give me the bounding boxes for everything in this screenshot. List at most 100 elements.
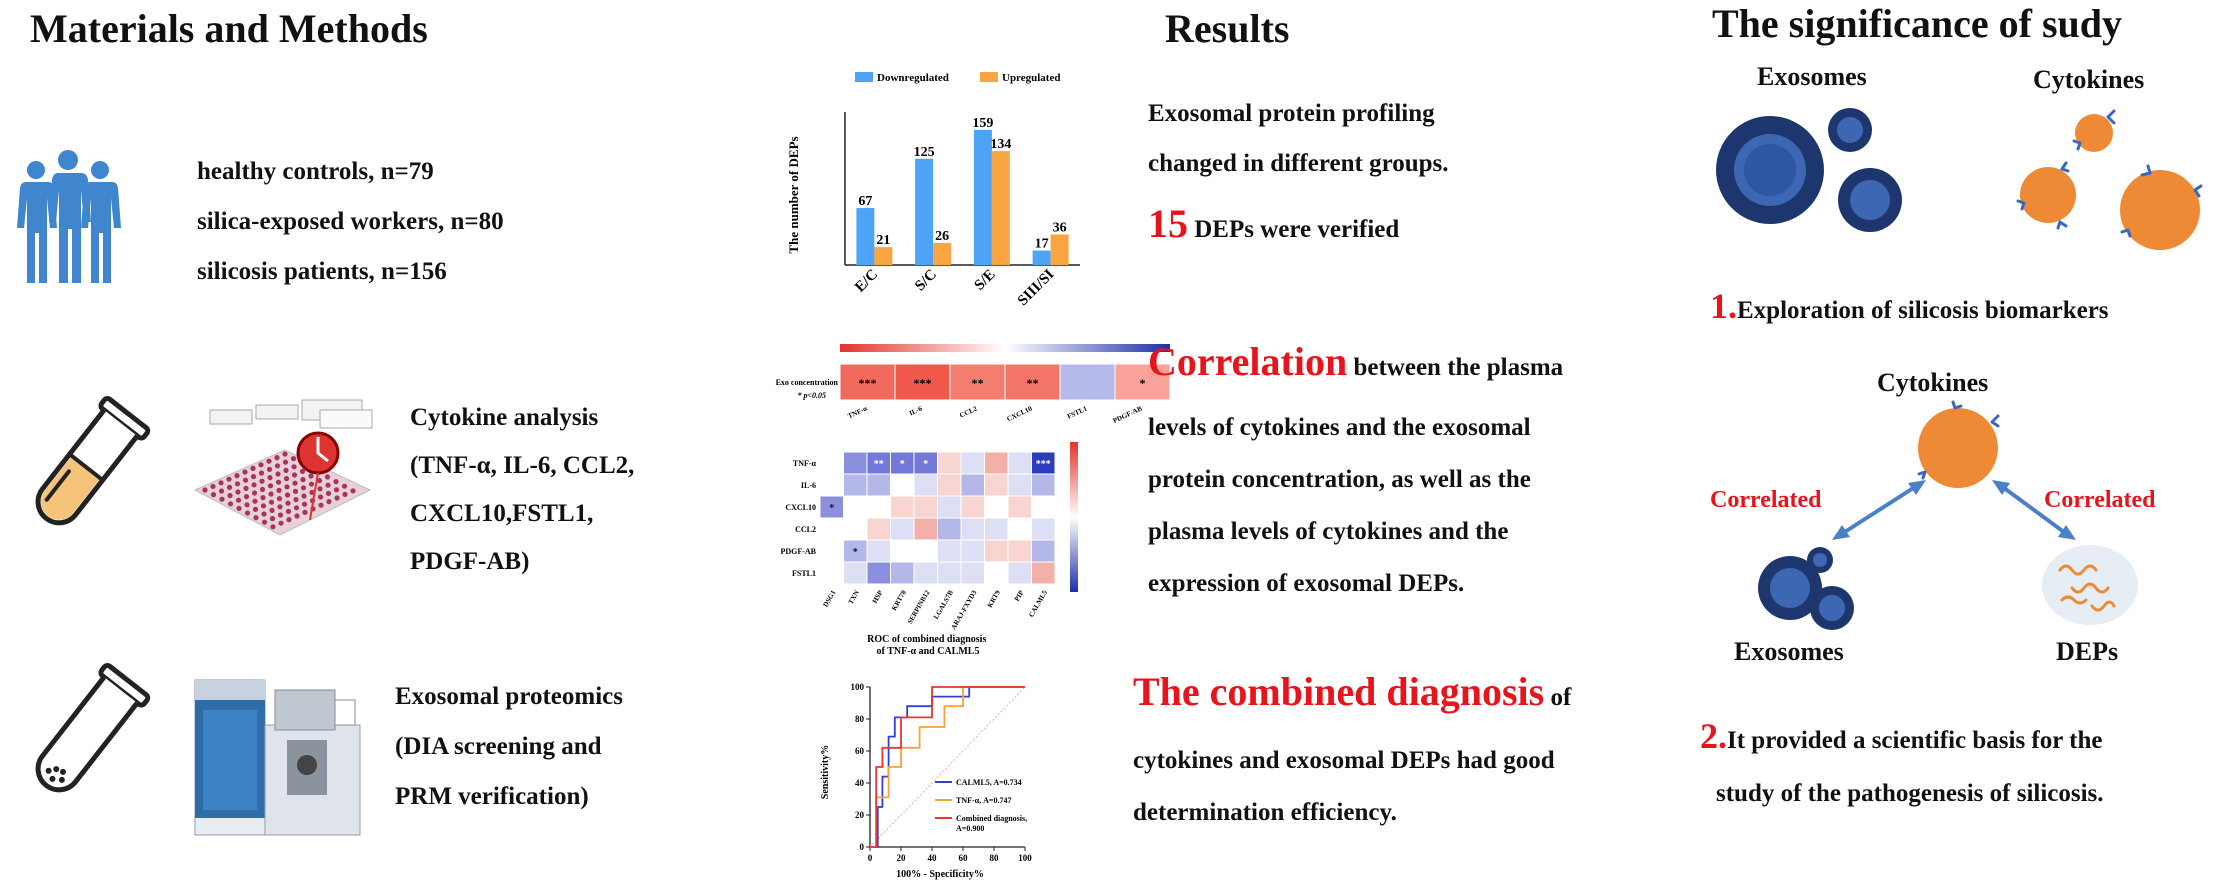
microarray-spot	[260, 503, 267, 509]
heat2-cell	[866, 561, 891, 585]
heat1-cell-0	[839, 363, 896, 401]
heat2-cell	[890, 473, 915, 497]
microarray-spot	[325, 482, 331, 488]
microarray-spot	[290, 456, 297, 462]
microarray-spot	[301, 501, 308, 507]
result1-line3: 15 DEPs were verified	[1148, 200, 1399, 253]
microarray-spot	[234, 481, 241, 487]
heat2-cell	[984, 495, 1009, 519]
people-icon	[17, 150, 121, 283]
roc-xtick-label: 0	[868, 853, 873, 863]
heat2-cell	[960, 561, 985, 585]
result2-line3: protein concentration, as well as the	[1148, 466, 1531, 493]
heat2-col-label: DSG1	[822, 589, 838, 609]
result1-line1: Exosomal protein profiling	[1148, 100, 1435, 127]
microarray-spot	[350, 488, 356, 494]
cohort-exposed: silica-exposed workers, n=80	[197, 208, 504, 235]
legend-swatch-1	[980, 72, 998, 82]
roc-chart: ROC of combined diagnosis of TNF-α and C…	[820, 634, 1032, 880]
microarray-spot	[258, 462, 264, 468]
microarray-spot	[282, 451, 288, 457]
roc-ytick-label: 40	[855, 778, 865, 788]
heat2-cell	[1007, 539, 1032, 563]
result3-line1: The combined diagnosis of	[1133, 668, 1571, 721]
microarray-spot	[285, 500, 291, 506]
heat2-cell	[866, 517, 891, 541]
bar-2-0	[973, 129, 992, 265]
microarray-spot	[284, 492, 291, 498]
microarray-spot	[252, 498, 258, 504]
materials-header: Materials and Methods	[30, 6, 428, 51]
microarray-spot	[269, 507, 275, 513]
heat2-col-label: PIP	[1013, 588, 1026, 602]
bar-3-1	[1050, 234, 1069, 265]
result2-line5: expression of exosomal DEPs.	[1148, 570, 1465, 597]
heat2-star: *	[829, 503, 834, 514]
heat2-cell	[937, 451, 962, 475]
microarray-spot	[268, 491, 274, 497]
microarray-spot	[275, 479, 282, 485]
heat2-cell	[1031, 539, 1056, 563]
heat2-cell	[960, 495, 985, 519]
roc-diagonal	[869, 686, 1026, 848]
heat2-cell	[866, 495, 891, 519]
roc-ytick-label: 20	[855, 810, 865, 820]
roc-xtick-label: 80	[990, 853, 1000, 863]
heat2-row-label: CXCL10	[785, 503, 816, 512]
results-header: Results	[1165, 6, 1290, 51]
microarray-spot	[235, 489, 241, 495]
heat2-col-label: LGALS7B	[932, 589, 955, 621]
microarray-spot	[226, 484, 233, 490]
heat2-cell	[984, 451, 1009, 475]
roc-legend-label-2: Combined diagnosis,	[956, 814, 1027, 823]
correlated-left: Correlated	[1710, 487, 1822, 513]
result3-big: The combined diagnosis	[1133, 669, 1545, 714]
microarray-spot	[308, 473, 314, 479]
microarray-spot	[294, 513, 300, 519]
heat2-cell	[843, 561, 868, 585]
heat2-cell	[913, 561, 938, 585]
heat2-cell	[843, 473, 868, 497]
heat1-cell-1	[894, 363, 951, 401]
heat2-col-label: HSP	[871, 588, 885, 604]
microarray-spot	[261, 519, 268, 525]
roc-ylabel: Sensitivity%	[820, 745, 831, 799]
microarray-spot	[259, 478, 265, 484]
heat2-row-label: IL-6	[801, 481, 816, 490]
heat2-row-label: PDGF-AB	[780, 547, 816, 556]
point1-text: Exploration of silicosis biomarkers	[1737, 297, 2109, 324]
microarray-spot	[235, 497, 242, 503]
cytokine-title: Cytokine analysis	[410, 404, 599, 431]
deps-label: DEPs	[2056, 637, 2119, 666]
microarray-spot	[309, 489, 315, 495]
microarray-spot	[219, 496, 225, 502]
microarray-spot	[301, 493, 307, 499]
result2-line2: levels of cytokines and the exosomal	[1148, 414, 1531, 441]
test-tube-orange-icon	[35, 396, 151, 526]
microarray-spot	[282, 459, 289, 465]
result2-big: Correlation	[1148, 339, 1348, 384]
roc-ytick-label: 0	[860, 842, 865, 852]
roc-xtick-label: 60	[959, 853, 969, 863]
microarray-spot	[243, 494, 250, 500]
heat2-cell	[1031, 473, 1056, 497]
heat2-cell	[984, 561, 1009, 585]
microarray-spot	[333, 487, 340, 493]
heat2-cell	[819, 561, 844, 585]
microarray-spot	[291, 472, 298, 478]
bar-ylabel: The number of DEPs	[786, 136, 801, 253]
heat2-cell	[960, 539, 985, 563]
microarray-spot	[210, 492, 217, 498]
microarray-spot	[227, 501, 234, 507]
microarray-spot	[300, 477, 306, 483]
heat2-cell	[913, 495, 938, 519]
roc-xtick-label: 100	[1018, 853, 1032, 863]
heat1-col-label: CCL2	[958, 404, 978, 419]
heat1-star: **	[972, 376, 984, 390]
heat2-cell	[890, 495, 915, 519]
test-tube-empty-icon	[35, 663, 151, 793]
heat2-cell	[843, 451, 868, 475]
microarray-spot	[300, 485, 307, 491]
roc-ytick-label: 100	[851, 682, 865, 692]
microarray-spot	[234, 473, 240, 479]
